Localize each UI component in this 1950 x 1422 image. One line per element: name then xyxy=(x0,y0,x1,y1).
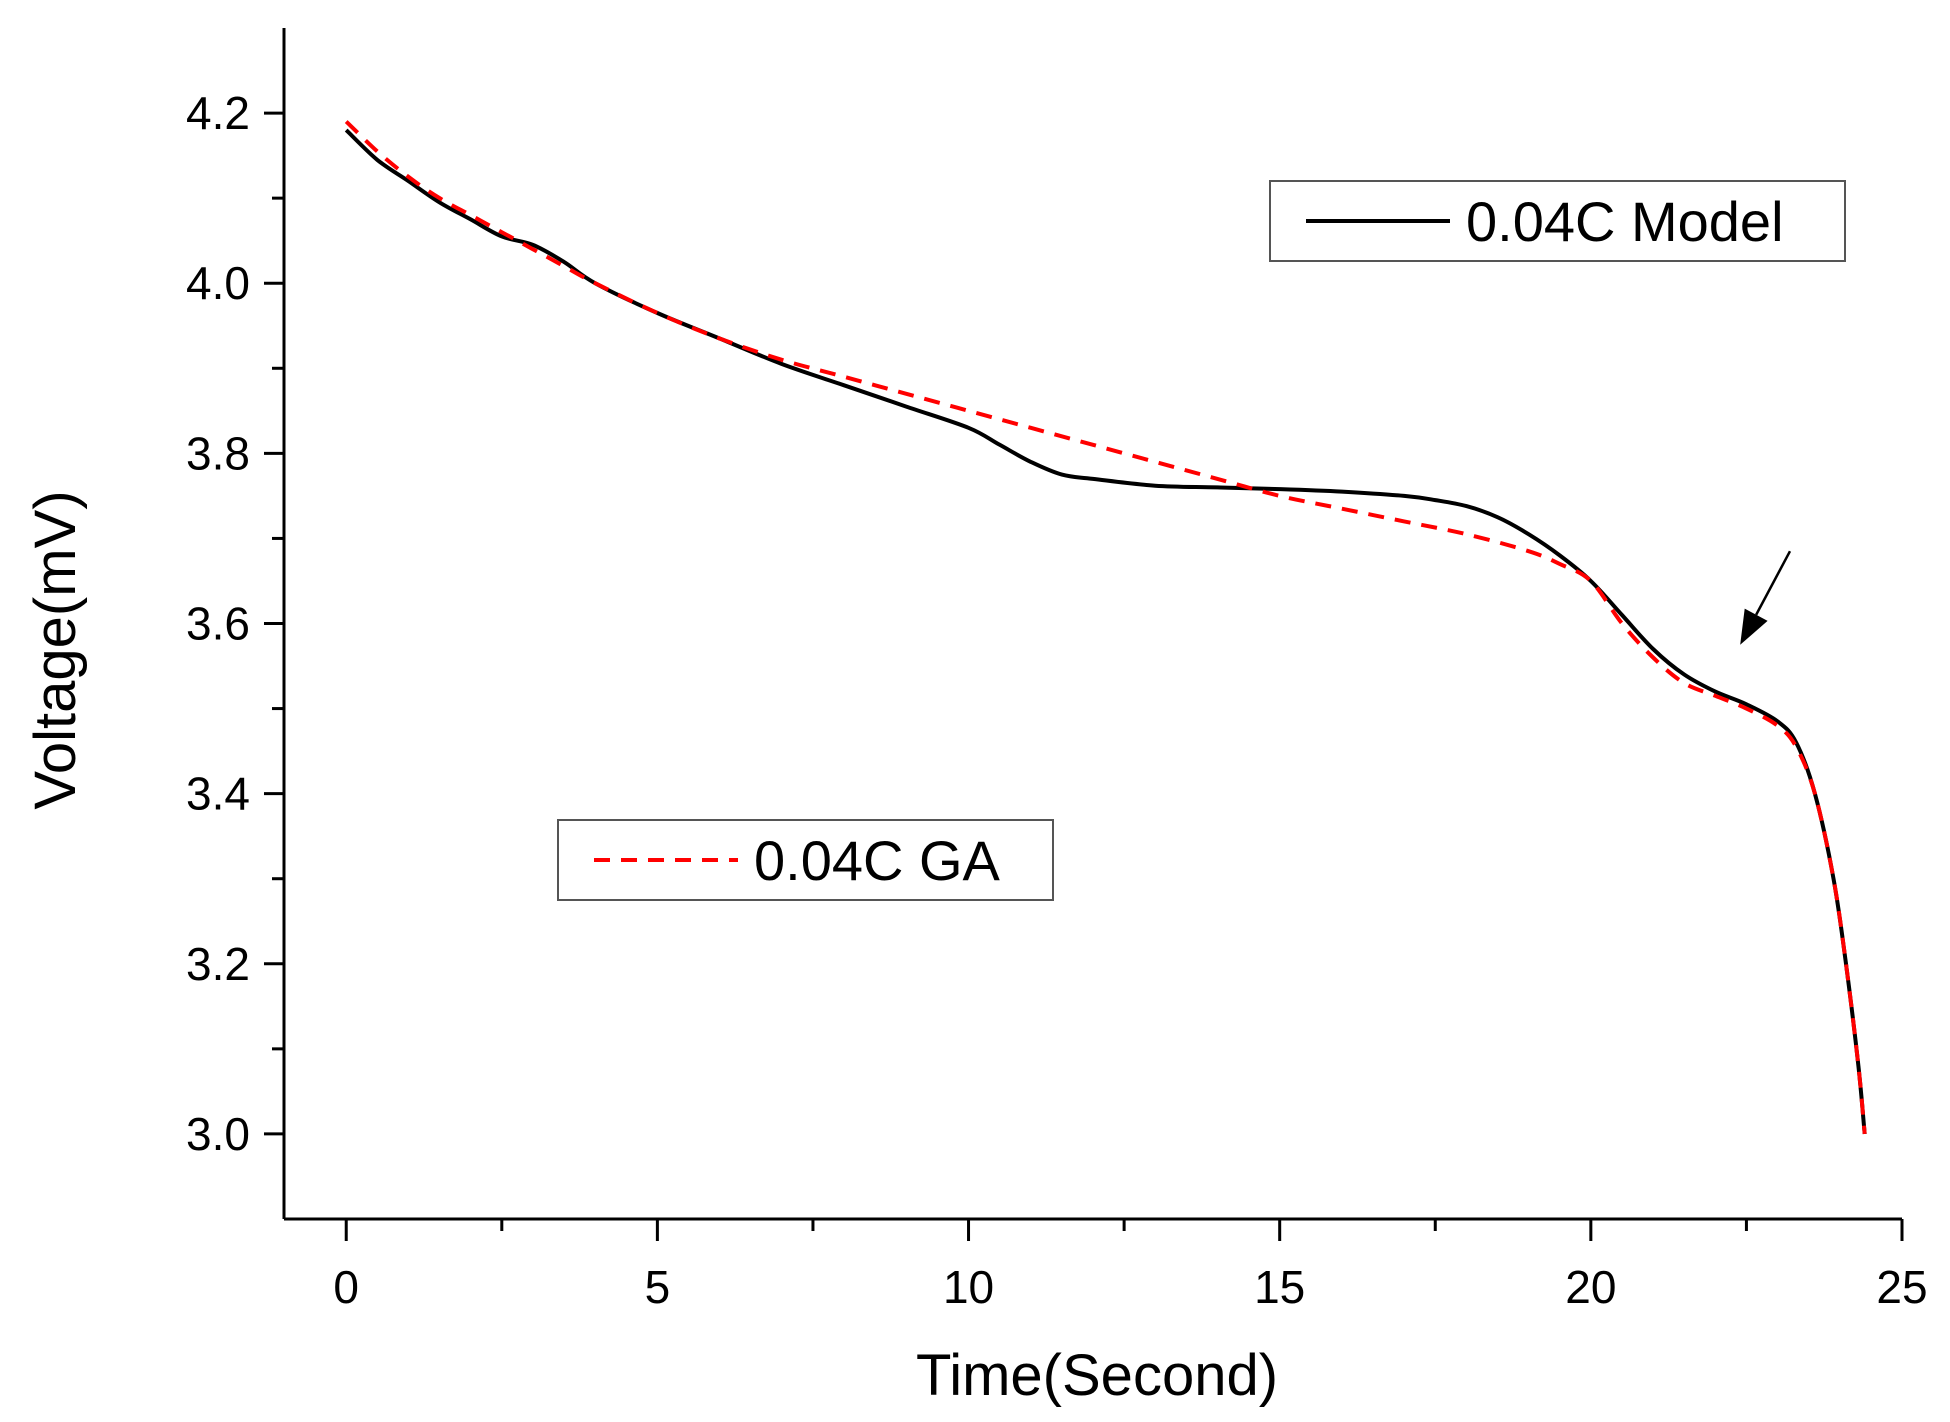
ticks: 0 5 10 15 20 25 3.0 3.2 3.4 3.6 3.8 4.0 4.2 xyxy=(186,87,1928,1313)
y-tick-label: 3.6 xyxy=(186,598,250,650)
y-tick-label: 4.2 xyxy=(186,87,250,139)
x-tick-label: 20 xyxy=(1565,1261,1616,1313)
x-axis-title: Time(Second) xyxy=(916,1343,1278,1408)
series xyxy=(344,120,1867,1135)
legend-lower-left: 0.04C GA xyxy=(557,819,1054,901)
y-tick-label: 3.0 xyxy=(186,1108,250,1160)
x-tick-label: 15 xyxy=(1254,1261,1305,1313)
series-line-0-04c-model xyxy=(344,128,1867,1135)
legend-label: 0.04C GA xyxy=(754,829,1001,892)
legend-top-right: 0.04C Model xyxy=(1269,180,1846,262)
x-tick-label: 0 xyxy=(333,1261,359,1313)
y-tick-label: 3.8 xyxy=(186,427,250,479)
x-tick-label: 25 xyxy=(1876,1261,1927,1313)
y-tick-label: 3.4 xyxy=(186,768,250,820)
series-line-0-04c-ga xyxy=(344,120,1867,1135)
legend-label: 0.04C Model xyxy=(1466,190,1784,253)
y-axis-title: Voltage(mV) xyxy=(23,490,88,809)
annotations xyxy=(1740,550,1792,645)
y-tick-label: 4.0 xyxy=(186,257,250,309)
annotation-arrow-head xyxy=(1740,608,1768,645)
x-tick-label: 10 xyxy=(943,1261,994,1313)
legends: 0.04C Model 0.04C GA xyxy=(557,180,1846,901)
annotation-arrow-shaft xyxy=(1755,550,1792,616)
y-tick-label: 3.2 xyxy=(186,938,250,990)
legend-box xyxy=(557,819,1054,901)
x-tick-label: 5 xyxy=(645,1261,671,1313)
